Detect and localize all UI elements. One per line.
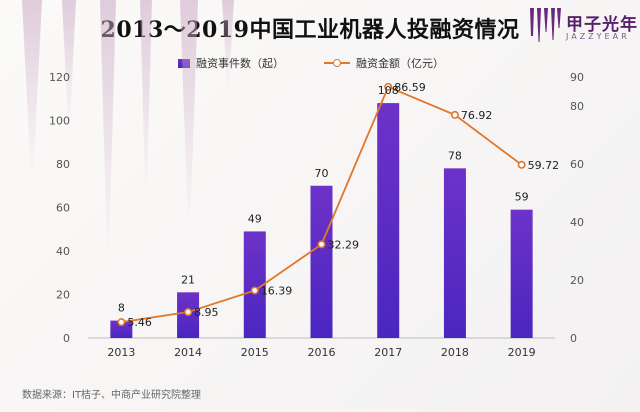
line-point [384,82,393,91]
background-streak [140,0,152,200]
x-tick-label: 2014 [174,346,202,359]
y-left-tick-label: 100 [49,115,70,128]
bar [443,168,466,338]
line-value-label: 5.46 [127,316,152,329]
x-tick-label: 2015 [241,346,269,359]
x-tick-label: 2016 [308,346,336,359]
bar [110,320,133,338]
x-tick-label: 2017 [374,346,402,359]
y-left-tick-label: 60 [56,202,70,215]
y-right-tick-label: 90 [570,71,584,84]
bar-value-label: 59 [515,191,529,204]
bar-value-label: 21 [181,273,195,286]
bar-value-label: 70 [315,167,329,180]
line-value-label: 8.95 [194,306,219,319]
line-point [517,160,526,169]
y-left-tick-label: 40 [56,245,70,258]
background-streaks [22,0,234,260]
bar-value-label: 108 [378,84,399,97]
legend-item-line: 融资金额（亿元） [324,55,444,71]
line-point [450,110,459,119]
bar-value-label: 78 [448,149,462,162]
line-point [117,318,126,327]
legend-label-line: 融资金额（亿元） [356,57,444,70]
line-value-label: 59.72 [528,159,560,172]
bar [310,185,333,338]
y-right-tick-label: 0 [570,332,577,345]
line-value-label: 32.29 [328,238,360,251]
y-right-tick-label: 20 [570,274,584,287]
background-streak [222,0,234,90]
y-left-tick-label: 0 [63,332,70,345]
logo-text: 甲子光年 [566,15,638,35]
legend: 融资事件数（起） 融资金额（亿元） [178,55,484,71]
line-point [250,286,259,295]
background-streak [100,0,116,260]
logo-subtext: JAZZYEAR [566,32,630,41]
source-note: 数据来源：IT桔子、中商产业研究院整理 [22,390,202,401]
y-right-tick-label: 60 [570,158,584,171]
line-value-label: 76.92 [461,109,493,122]
y-left-tick-label: 80 [56,158,70,171]
legend-line-swatch [324,58,350,68]
background-streak [22,0,42,180]
bar-value-label: 8 [118,302,125,315]
jazzyear-logo-icon [530,8,561,42]
x-tick-label: 2018 [441,346,469,359]
y-right-tick-label: 80 [570,100,584,113]
line-point [184,308,193,317]
bar [510,209,533,338]
x-tick-label: 2019 [508,346,536,359]
bar-value-label: 49 [248,212,262,225]
x-tick-label: 2013 [107,346,135,359]
logo: 甲子光年 JAZZYEAR [528,6,638,46]
y-right-tick-label: 40 [570,216,584,229]
chart-title: 2013～2019中国工业机器人投融资情况 [100,17,520,43]
background-streak [62,0,76,130]
y-left-tick-label: 120 [49,71,70,84]
legend-label-bars: 融资事件数（起） [196,57,284,70]
bar [377,103,400,338]
line-value-label: 86.59 [394,81,426,94]
y-left-tick-label: 20 [56,289,70,302]
line-point [317,240,326,249]
background-streak [180,0,198,230]
bar [243,231,266,338]
line-value-label: 16.39 [261,284,293,297]
